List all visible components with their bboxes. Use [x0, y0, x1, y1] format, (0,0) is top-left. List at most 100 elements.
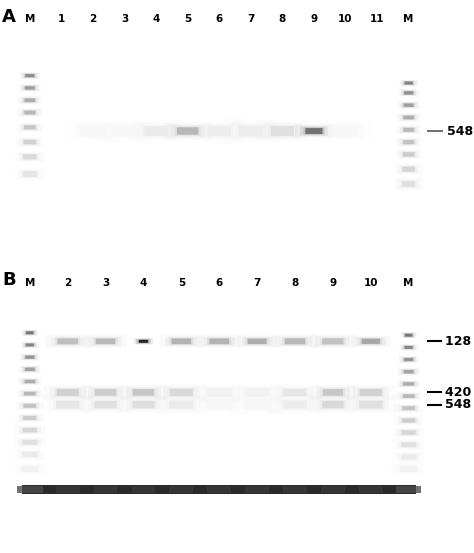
FancyBboxPatch shape: [94, 401, 117, 408]
Text: 5: 5: [184, 14, 191, 24]
Bar: [207, 486, 231, 493]
FancyBboxPatch shape: [310, 385, 356, 400]
FancyBboxPatch shape: [22, 452, 37, 457]
FancyBboxPatch shape: [12, 463, 48, 476]
FancyBboxPatch shape: [396, 452, 421, 461]
FancyBboxPatch shape: [25, 331, 35, 335]
FancyBboxPatch shape: [399, 90, 419, 96]
FancyBboxPatch shape: [24, 74, 36, 78]
FancyBboxPatch shape: [401, 454, 417, 460]
Bar: [321, 486, 345, 493]
FancyBboxPatch shape: [397, 380, 420, 388]
FancyBboxPatch shape: [403, 140, 414, 144]
FancyBboxPatch shape: [17, 390, 42, 398]
FancyBboxPatch shape: [24, 330, 36, 335]
FancyBboxPatch shape: [164, 123, 211, 139]
FancyBboxPatch shape: [278, 337, 311, 346]
FancyBboxPatch shape: [270, 384, 320, 400]
FancyBboxPatch shape: [403, 116, 414, 119]
FancyBboxPatch shape: [276, 398, 314, 411]
FancyBboxPatch shape: [17, 450, 43, 459]
FancyBboxPatch shape: [391, 463, 427, 476]
FancyBboxPatch shape: [399, 393, 418, 399]
Text: 548 bp: 548 bp: [447, 124, 474, 138]
FancyBboxPatch shape: [399, 405, 419, 411]
FancyBboxPatch shape: [401, 394, 416, 399]
FancyBboxPatch shape: [356, 337, 385, 346]
FancyBboxPatch shape: [399, 356, 419, 363]
FancyBboxPatch shape: [22, 85, 38, 91]
FancyBboxPatch shape: [394, 416, 423, 425]
FancyBboxPatch shape: [242, 399, 273, 410]
FancyBboxPatch shape: [25, 86, 35, 90]
FancyBboxPatch shape: [160, 335, 203, 347]
FancyBboxPatch shape: [205, 124, 234, 137]
FancyBboxPatch shape: [120, 385, 167, 400]
FancyBboxPatch shape: [402, 406, 415, 410]
FancyBboxPatch shape: [402, 181, 415, 187]
Text: 2: 2: [64, 278, 71, 288]
FancyBboxPatch shape: [22, 367, 38, 372]
FancyBboxPatch shape: [90, 337, 121, 346]
FancyBboxPatch shape: [207, 388, 231, 397]
FancyBboxPatch shape: [276, 387, 313, 398]
Bar: [56, 486, 80, 493]
FancyBboxPatch shape: [316, 336, 350, 346]
Text: 1: 1: [58, 14, 65, 24]
FancyBboxPatch shape: [236, 124, 266, 138]
FancyBboxPatch shape: [402, 333, 415, 338]
FancyBboxPatch shape: [24, 140, 36, 144]
Text: 10: 10: [338, 14, 353, 24]
Text: M: M: [403, 14, 414, 24]
Bar: [17, 486, 43, 493]
FancyBboxPatch shape: [402, 382, 415, 386]
FancyBboxPatch shape: [14, 437, 46, 447]
FancyBboxPatch shape: [80, 126, 106, 137]
FancyBboxPatch shape: [23, 428, 37, 432]
FancyBboxPatch shape: [23, 416, 36, 420]
FancyBboxPatch shape: [403, 152, 414, 156]
FancyBboxPatch shape: [246, 338, 269, 345]
FancyBboxPatch shape: [77, 124, 109, 138]
FancyBboxPatch shape: [395, 404, 422, 413]
FancyBboxPatch shape: [404, 358, 413, 361]
FancyBboxPatch shape: [402, 115, 415, 120]
FancyBboxPatch shape: [285, 338, 305, 344]
FancyBboxPatch shape: [65, 119, 121, 143]
FancyBboxPatch shape: [162, 398, 201, 411]
Text: M: M: [25, 14, 35, 24]
Text: 128 bp: 128 bp: [445, 335, 474, 348]
FancyBboxPatch shape: [268, 125, 297, 137]
FancyBboxPatch shape: [360, 338, 382, 345]
FancyBboxPatch shape: [320, 388, 346, 397]
FancyBboxPatch shape: [404, 370, 414, 373]
FancyBboxPatch shape: [45, 335, 90, 348]
FancyBboxPatch shape: [404, 91, 413, 95]
FancyBboxPatch shape: [316, 399, 350, 410]
FancyBboxPatch shape: [57, 338, 78, 344]
FancyBboxPatch shape: [44, 385, 92, 400]
FancyBboxPatch shape: [402, 369, 415, 374]
FancyBboxPatch shape: [392, 440, 425, 450]
FancyBboxPatch shape: [19, 366, 41, 373]
Text: 8: 8: [292, 278, 299, 288]
FancyBboxPatch shape: [88, 387, 123, 398]
FancyBboxPatch shape: [17, 123, 42, 132]
FancyBboxPatch shape: [320, 400, 346, 409]
FancyBboxPatch shape: [24, 367, 36, 372]
FancyBboxPatch shape: [399, 151, 418, 158]
Bar: [359, 486, 383, 493]
FancyBboxPatch shape: [399, 165, 419, 173]
FancyBboxPatch shape: [22, 154, 38, 160]
FancyBboxPatch shape: [23, 124, 37, 130]
FancyBboxPatch shape: [169, 338, 193, 345]
FancyBboxPatch shape: [23, 171, 37, 177]
FancyBboxPatch shape: [404, 103, 414, 107]
FancyBboxPatch shape: [399, 466, 419, 473]
FancyBboxPatch shape: [401, 139, 416, 145]
FancyBboxPatch shape: [18, 426, 41, 434]
FancyBboxPatch shape: [165, 337, 197, 346]
FancyBboxPatch shape: [401, 418, 417, 423]
Text: 11: 11: [370, 14, 384, 24]
FancyBboxPatch shape: [404, 81, 413, 85]
